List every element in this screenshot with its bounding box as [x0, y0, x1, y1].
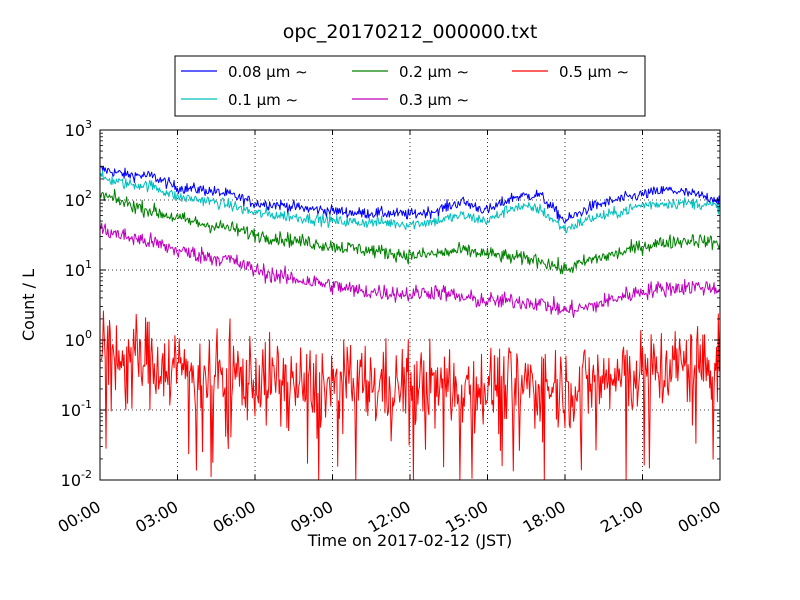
x-tick-label: 03:00	[132, 497, 181, 537]
x-tick-label: 06:00	[210, 497, 259, 537]
y-tick-label: 10-1	[61, 398, 92, 420]
legend-label: 0.3 μm ∼	[399, 91, 469, 109]
legend-entry: 0.1 μm ∼	[181, 91, 298, 109]
series-line	[99, 188, 721, 275]
axis-ticks: 00:00 03:00 06:00 09:00 12:00 15:00 18:00 21:00…	[55, 118, 724, 537]
legend-label: 0.5 μm ∼	[559, 63, 629, 81]
y-tick-label: 101	[65, 258, 92, 280]
legend-entry: 0.08 μm ∼	[181, 63, 308, 81]
legend-label: 0.2 μm ∼	[399, 63, 469, 81]
x-axis-label: Time on 2017-02-12 (JST)	[307, 531, 512, 550]
series-line	[99, 310, 721, 481]
legend-entry: 0.5 μm ∼	[512, 63, 629, 81]
legend-label: 0.08 μm ∼	[228, 63, 308, 81]
y-tick-label: 100	[65, 328, 92, 350]
series-layer	[99, 165, 721, 481]
y-axis-label: Count / L	[19, 269, 38, 341]
legend-entry: 0.2 μm ∼	[352, 63, 469, 81]
y-tick-label: 103	[65, 118, 92, 140]
series-line	[99, 170, 721, 234]
legend-label: 0.1 μm ∼	[228, 91, 298, 109]
y-tick-label: 10-2	[61, 468, 92, 490]
series-line	[99, 222, 721, 318]
grid	[100, 130, 720, 480]
x-tick-label: 00:00	[55, 497, 104, 537]
chart-title: opc_20170212_000000.txt	[283, 21, 538, 43]
series-line	[99, 165, 721, 224]
x-tick-label: 18:00	[520, 497, 569, 537]
legend-box	[174, 55, 646, 117]
x-tick-label: 21:00	[597, 497, 646, 537]
y-tick-label: 102	[65, 188, 92, 210]
legend-entry: 0.3 μm ∼	[352, 91, 469, 109]
x-tick-label: 00:00	[675, 497, 724, 537]
legend: 0.08 μm ∼ 0.1 μm ∼ 0.2 μm ∼ 0.3 μm ∼ 0.5…	[174, 55, 646, 117]
